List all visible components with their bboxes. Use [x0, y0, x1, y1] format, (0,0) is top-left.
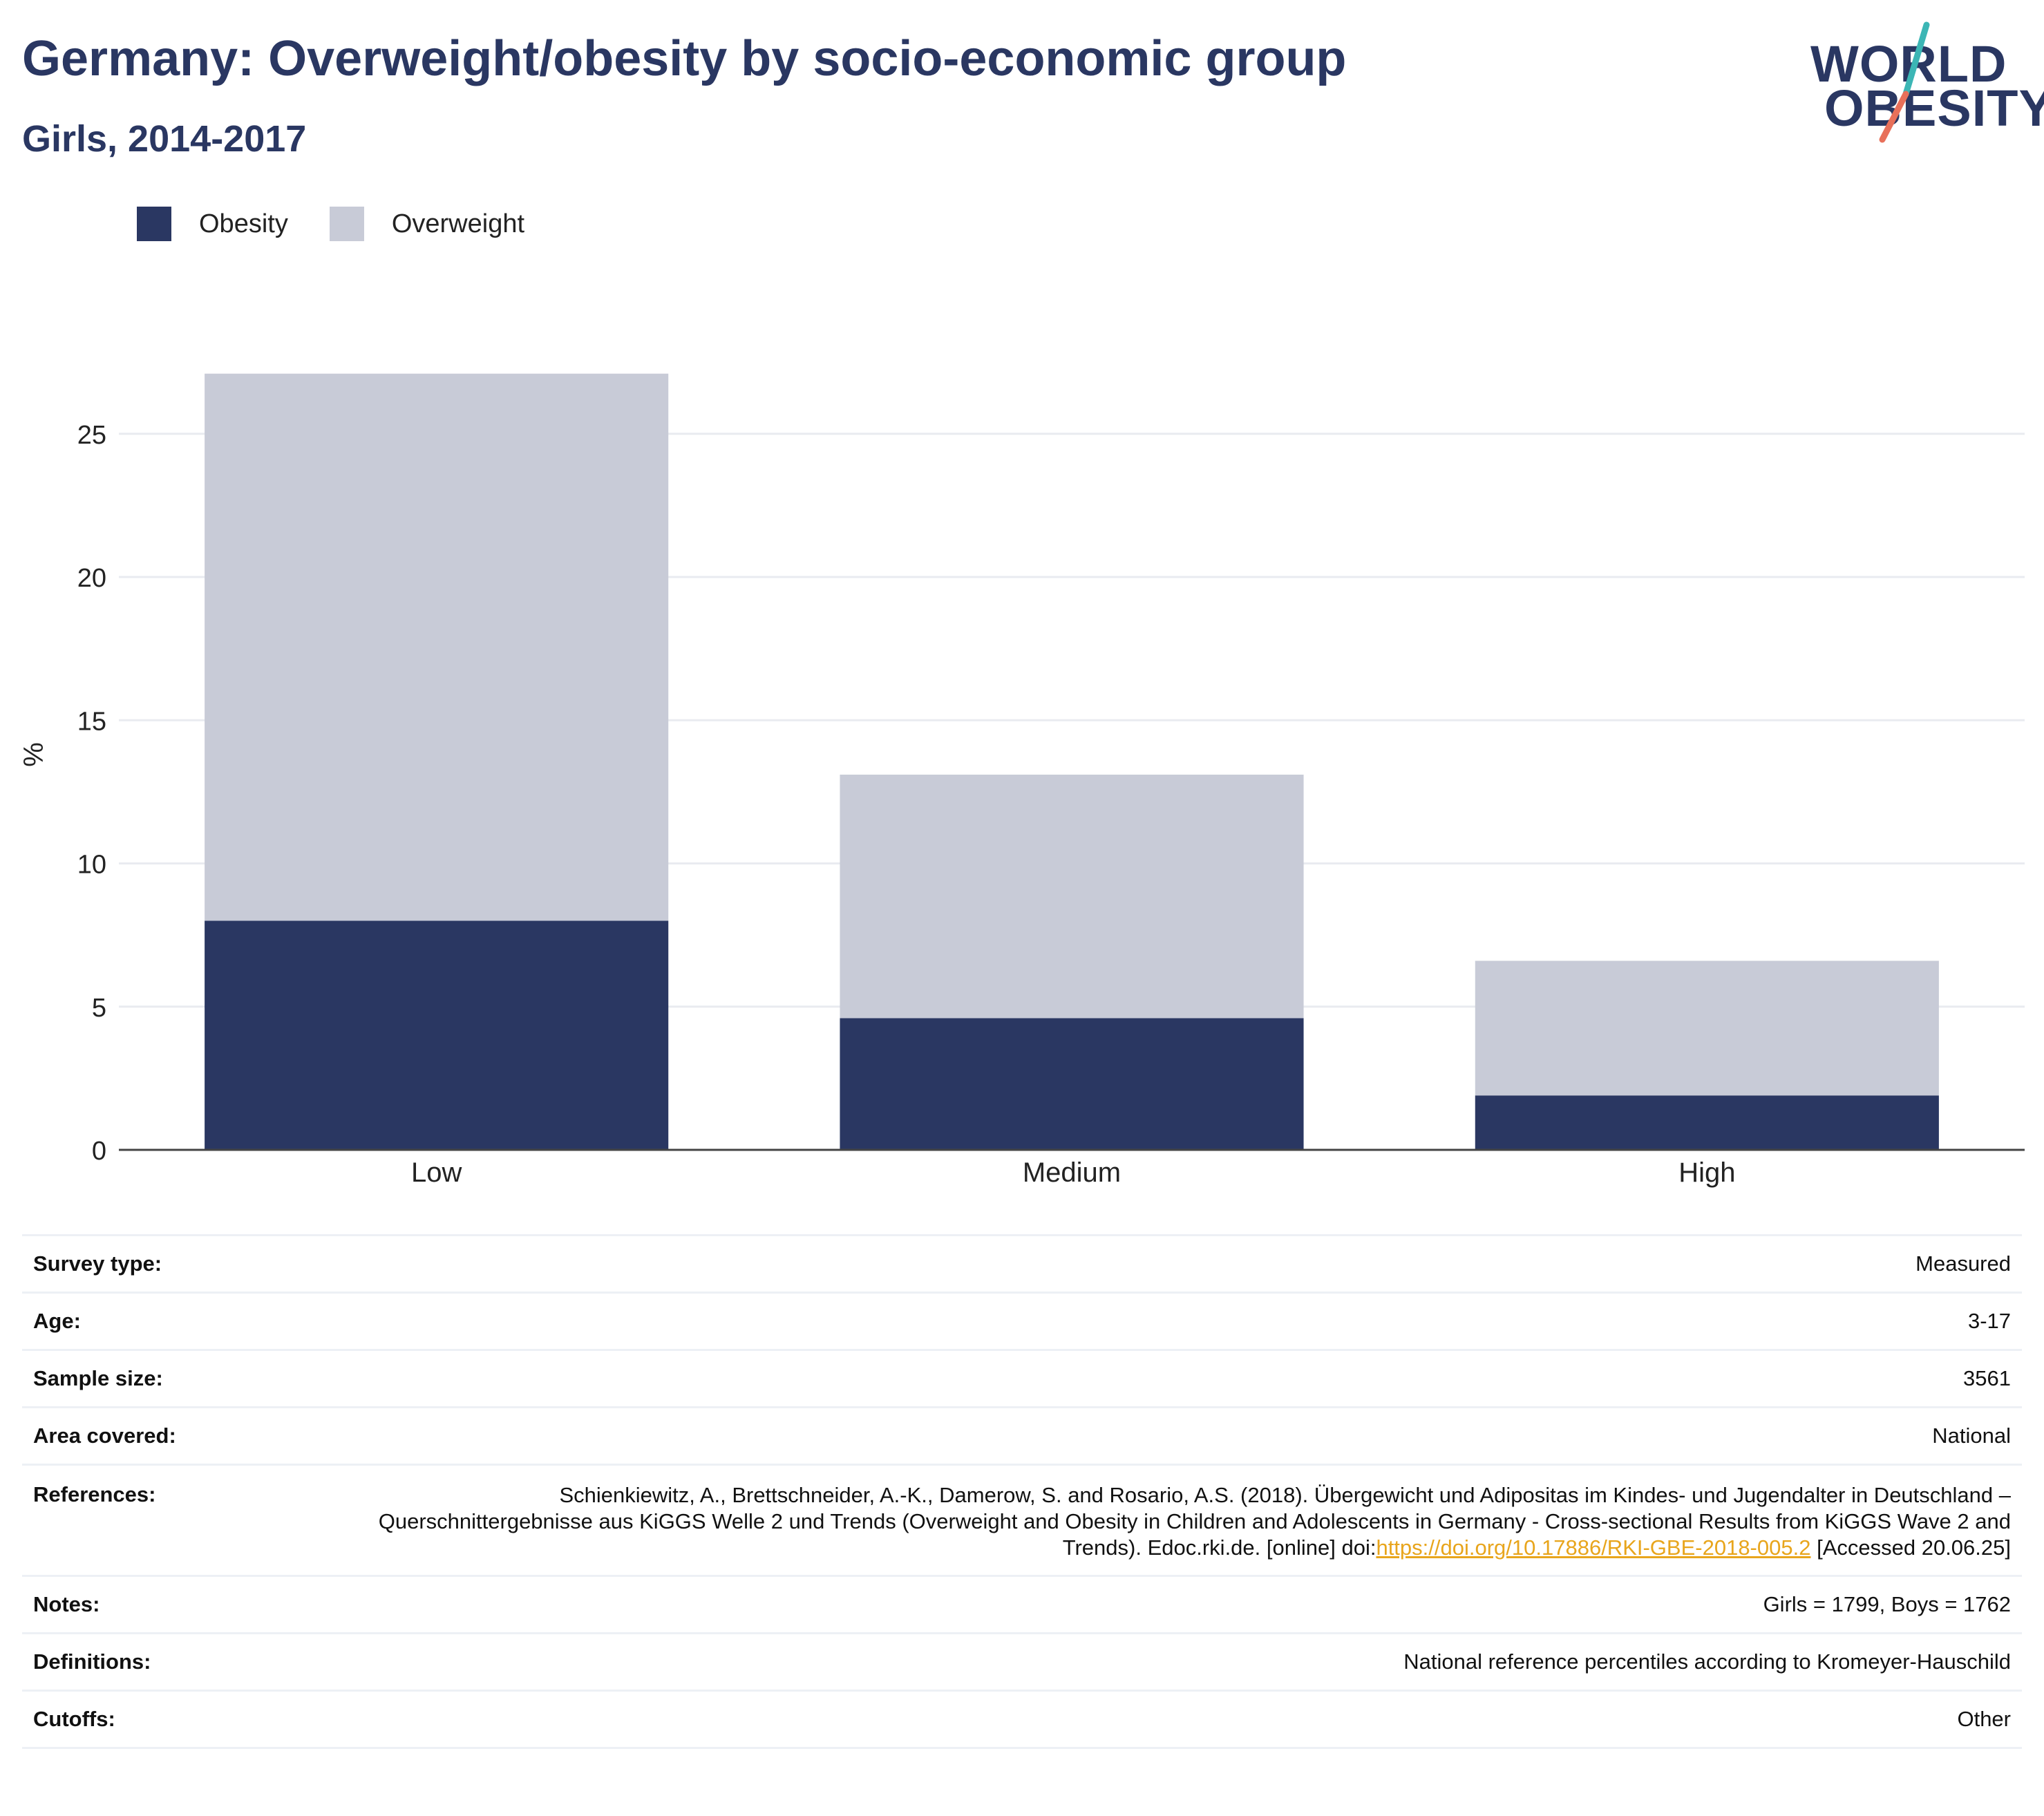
bar-overweight-high [1475, 961, 1939, 1096]
chart-legend: Obesity Overweight [137, 206, 566, 242]
world-obesity-logo: WORLD OBESITY [1797, 14, 2044, 152]
legend-item-obesity[interactable]: Obesity [137, 207, 288, 241]
doi-link[interactable]: https://doi.org/10.17886/RKI-GBE-2018-00… [1376, 1535, 1811, 1560]
info-value: Measured [1915, 1251, 2011, 1276]
info-row-cutoffs: Cutoffs: Other [22, 1690, 2022, 1748]
reference-accessed: [Accessed 20.06.25] [1810, 1535, 2011, 1560]
info-label: Notes: [33, 1592, 100, 1616]
legend-swatch-overweight [329, 207, 364, 241]
info-value: National [1932, 1424, 2011, 1448]
x-tick-label: Low [411, 1157, 462, 1188]
info-row-notes: Notes: Girls = 1799, Boys = 1762 [22, 1576, 2022, 1634]
bars [205, 373, 1939, 1150]
info-label: Survey type: [33, 1251, 162, 1276]
y-tick-label: 0 [92, 1137, 106, 1166]
legend-swatch-obesity [137, 207, 171, 241]
reference-text: Schienkiewitz, A., Brettschneider, A.-K.… [378, 1483, 2011, 1560]
y-tick-label: 15 [77, 707, 106, 736]
y-tick-label: 25 [77, 421, 106, 450]
bar-overweight-low [205, 373, 669, 921]
axes: 0 5 10 15 20 25 Low Medium High [77, 421, 2025, 1188]
legend-label-overweight: Overweight [391, 209, 525, 238]
info-label: Age: [33, 1309, 81, 1333]
info-row-references: References: Schienkiewitz, A., Brettschn… [22, 1464, 2022, 1576]
y-axis-title: % [19, 742, 49, 767]
info-row-age: Age: 3-17 [22, 1292, 2022, 1350]
logo-slash-icon [1879, 21, 1930, 143]
info-label: Sample size: [33, 1366, 163, 1390]
x-tick-label: Medium [1023, 1157, 1121, 1188]
legend-item-overweight[interactable]: Overweight [329, 207, 525, 241]
info-row-definitions: Definitions: National reference percenti… [22, 1633, 2022, 1691]
info-value: Other [1957, 1707, 2011, 1731]
y-tick-label: 20 [77, 564, 106, 593]
info-value: 3561 [1963, 1366, 2011, 1390]
bar-overweight-medium [840, 775, 1304, 1019]
info-value: 3-17 [1967, 1309, 2011, 1333]
info-value: National reference percentiles according… [1403, 1649, 2011, 1674]
survey-info-table: Survey type: Measured Age: 3-17 Sample s… [22, 1234, 2022, 1749]
chart-title: Germany: Overweight/obesity by socio-eco… [22, 31, 1347, 86]
chart-subtitle: Girls, 2014-2017 [22, 118, 307, 160]
info-label: Definitions: [33, 1649, 151, 1674]
info-label: Area covered: [33, 1424, 176, 1448]
x-tick-label: High [1678, 1157, 1735, 1188]
bar-obesity-low [205, 920, 669, 1150]
info-value-reference: Schienkiewitz, A., Brettschneider, A.-K.… [334, 1465, 2022, 1576]
info-label: References: [33, 1482, 156, 1506]
legend-label-obesity: Obesity [199, 209, 288, 238]
info-label: Cutoffs: [33, 1707, 115, 1731]
logo-text-line2: OBESITY [1824, 79, 2044, 137]
stacked-bar-chart: 0 5 10 15 20 25 Low Medium High % [19, 373, 2025, 1188]
info-row-area-covered: Area covered: National [22, 1407, 2022, 1465]
info-value: Girls = 1799, Boys = 1762 [1763, 1592, 2011, 1616]
bar-obesity-high [1475, 1095, 1939, 1150]
info-row-survey-type: Survey type: Measured [22, 1235, 2022, 1293]
bar-obesity-medium [840, 1018, 1304, 1150]
y-tick-label: 5 [92, 994, 106, 1023]
info-row-sample-size: Sample size: 3561 [22, 1350, 2022, 1408]
y-tick-label: 10 [77, 851, 106, 880]
